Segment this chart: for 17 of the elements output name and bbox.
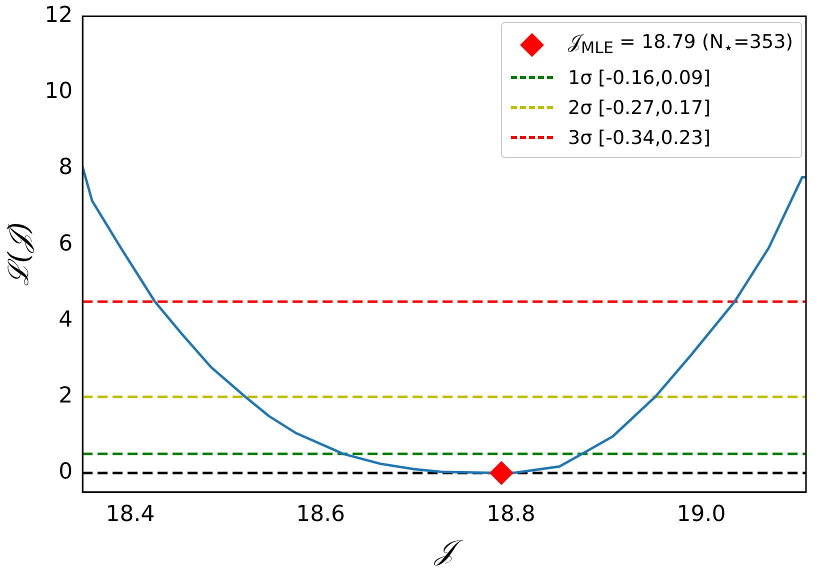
x-tick-label: 18.8 (486, 502, 536, 527)
legend-label: 1σ [-0.16,0.09] (568, 66, 710, 91)
x-axis-title: 𝒥 (432, 533, 464, 566)
x-tick-label: 18.6 (296, 502, 346, 527)
legend-label: 3σ [-0.34,0.23] (568, 126, 710, 151)
x-tick-label: 18.4 (106, 502, 155, 527)
y-tick-label: 8 (58, 155, 73, 180)
y-tick-label: 10 (44, 79, 73, 104)
x-tick-label: 19.0 (676, 502, 726, 527)
legend-label: 𝒥$_{MLE}$ = 18.79 (N$_{⋆}$=353) (568, 30, 794, 59)
y-axis-title: ℒ(𝒥) (2, 222, 36, 286)
y-tick-label: 0 (58, 460, 73, 485)
y-tick-label: 12 (44, 2, 73, 28)
legend-label: 2σ [-0.27,0.17] (568, 96, 710, 121)
y-tick-label: 6 (58, 231, 73, 256)
y-tick-label: 4 (58, 307, 73, 332)
y-tick-label: 2 (58, 384, 73, 409)
